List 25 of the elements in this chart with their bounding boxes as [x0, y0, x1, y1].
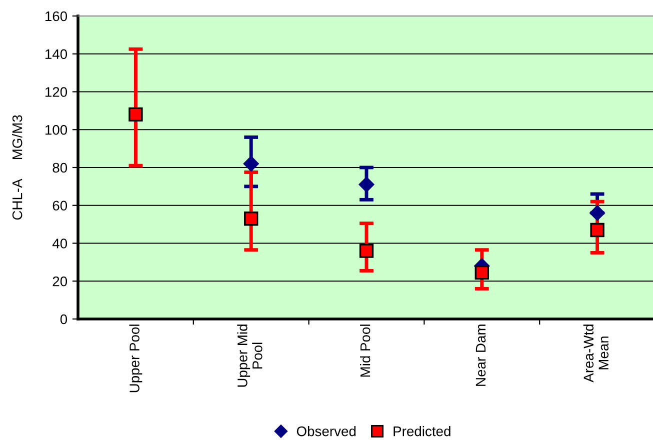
y-axis-title: CHL-A MG/M3 — [12, 115, 22, 220]
legend-label: Predicted — [394, 426, 450, 436]
legend-label: Observed — [296, 426, 356, 436]
y-tick-label: 40 — [52, 238, 68, 248]
x-tick-label: Upper Pool — [129, 324, 142, 392]
y-tick-label: 60 — [52, 200, 68, 211]
y-tick-label: 140 — [45, 49, 68, 60]
x-tick-label: Near Dam — [476, 324, 486, 386]
point — [474, 266, 489, 280]
point — [590, 205, 606, 221]
y-tick-label: 160 — [45, 11, 68, 22]
point — [590, 222, 604, 238]
y-tick-label: 80 — [52, 162, 68, 173]
point — [244, 212, 258, 226]
y-tick-label: 20 — [52, 276, 68, 286]
y-tick-label: 0 — [60, 314, 68, 324]
x-tick-label: Area-Wtd Mean — [583, 324, 609, 382]
y-tick-label: 100 — [45, 124, 68, 135]
x-tick-label: Mid Pool — [360, 324, 370, 377]
point — [358, 176, 374, 192]
y-tick-label: 120 — [45, 87, 68, 97]
point — [243, 156, 259, 172]
x-tick-label: Upper Mid Pool — [237, 324, 262, 387]
point — [128, 107, 143, 122]
point — [359, 244, 374, 258]
